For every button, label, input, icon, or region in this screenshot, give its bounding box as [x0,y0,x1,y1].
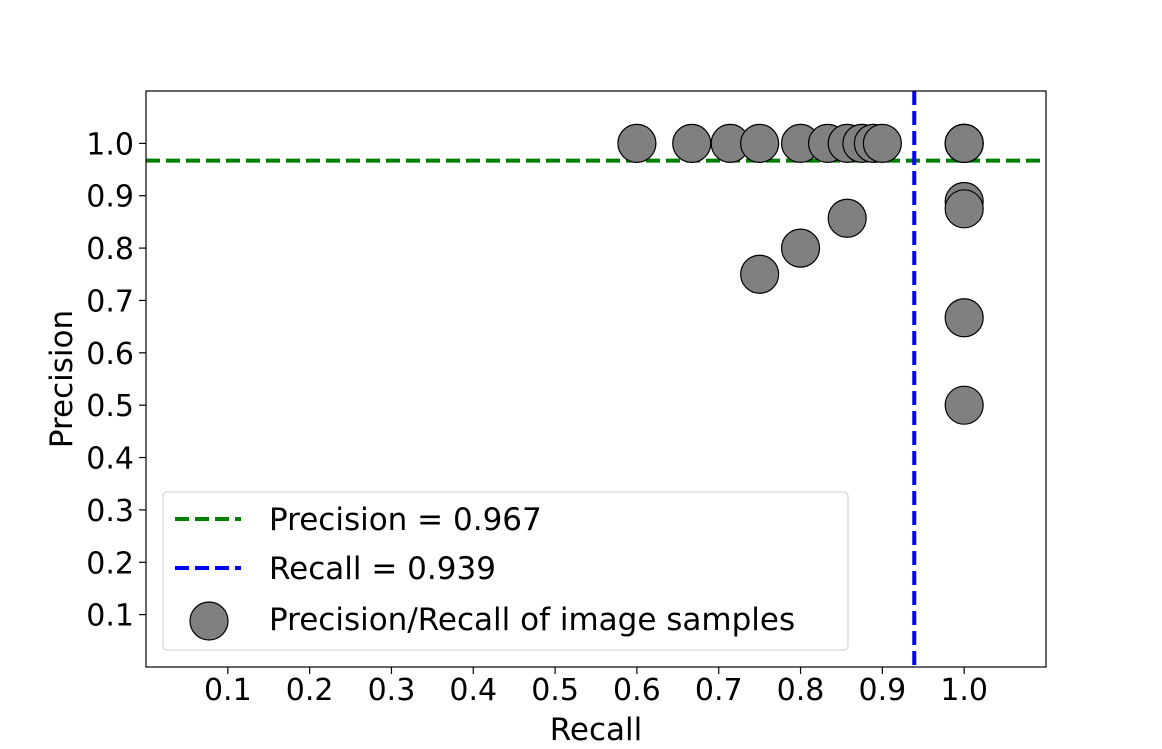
data-point [944,298,984,338]
legend-sample-marker [189,601,229,641]
y-tick-label: 0.6 [86,337,134,372]
y-tick-label: 0.4 [86,442,134,477]
x-tick-label: 0.7 [695,673,743,708]
reference-lines [146,91,1046,667]
legend-samples-label: Precision/Recall of image samples [269,602,795,638]
data-point [944,385,984,425]
data-point [617,123,657,163]
y-axis-ticks: 0.1 0.2 0.3 0.4 0.5 0.6 0.7 0.8 0.9 1.0 [86,127,146,634]
x-tick-label: 0.2 [286,673,334,708]
x-tick-label: 0.9 [859,673,907,708]
x-tick-label: 0.6 [613,673,661,708]
y-axis-label: Precision [44,310,80,448]
legend-recall-label: Recall = 0.939 [269,551,496,587]
x-tick-label: 0.3 [368,673,416,708]
x-tick-label: 0.1 [204,673,252,708]
x-tick-label: 0.4 [449,673,497,708]
data-points [617,123,984,425]
legend-box [162,491,849,651]
y-tick-label: 0.5 [86,389,134,424]
y-tick-label: 0.2 [86,546,134,581]
x-tick-label: 0.8 [777,673,825,708]
x-tick-label: 0.5 [531,673,579,708]
legend: Precision = 0.967 Recall = 0.939 Precisi… [162,491,849,651]
data-point [672,123,712,163]
x-axis-label: Recall [550,712,643,748]
y-tick-label: 0.3 [86,494,134,529]
y-tick-label: 0.8 [86,232,134,267]
data-point [827,198,867,238]
y-tick-label: 0.1 [86,599,134,634]
data-point [740,123,780,163]
data-point [862,123,902,163]
y-tick-label: 1.0 [86,127,134,162]
x-axis-ticks: 0.1 0.2 0.3 0.4 0.5 0.6 0.7 0.8 0.9 1.0 [204,667,988,708]
x-tick-label: 1.0 [940,673,988,708]
data-point [944,123,984,163]
plot-area-frame [145,90,1047,668]
y-tick-label: 0.7 [86,284,134,319]
data-point [780,228,821,268]
y-tick-label: 0.9 [86,180,134,215]
data-point [944,189,984,229]
legend-precision-label: Precision = 0.967 [269,502,542,538]
data-point [740,254,780,294]
